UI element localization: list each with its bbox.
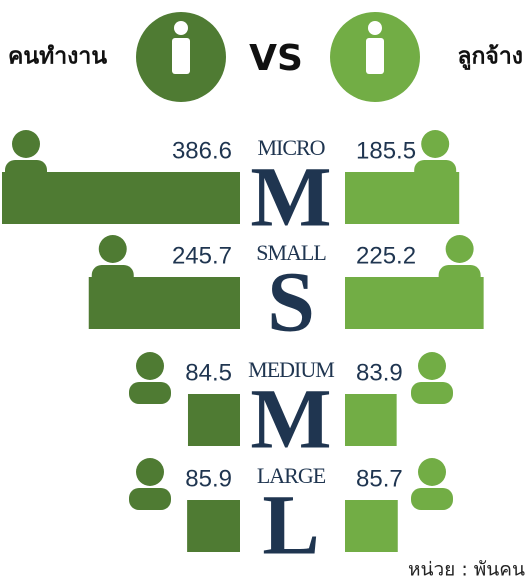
- value-label: 225.2: [356, 242, 416, 269]
- category-label: MICRO: [257, 135, 324, 160]
- category-label: LARGE: [257, 463, 326, 488]
- bar: [345, 394, 397, 446]
- person-head: [136, 458, 164, 486]
- person-head: [418, 458, 446, 486]
- person-body: [411, 382, 453, 404]
- value-label: 245.7: [172, 242, 232, 269]
- right-series-name: ลูกจ้าง: [457, 44, 523, 71]
- left-header-icon: [172, 21, 190, 74]
- vs-label: VS: [249, 38, 303, 79]
- person-body: [411, 488, 453, 510]
- person-head: [445, 235, 474, 263]
- value-label: 85.9: [185, 465, 232, 492]
- category-label: MEDIUM: [248, 357, 334, 382]
- category-label: SMALL: [256, 240, 326, 265]
- bar: [187, 394, 240, 446]
- bar: [345, 172, 460, 224]
- person-head: [12, 130, 40, 158]
- value-label: 185.5: [356, 137, 416, 164]
- bar: [88, 277, 240, 329]
- bar: [345, 277, 484, 329]
- bar: [2, 172, 240, 224]
- category-letter: M: [250, 371, 331, 467]
- person-body: [129, 382, 171, 404]
- person-head: [136, 352, 164, 380]
- category-letter: L: [262, 477, 319, 573]
- value-label: 85.7: [356, 465, 403, 492]
- unit-note: หน่วย : พันคน: [408, 559, 525, 581]
- value-label: 84.5: [185, 359, 232, 386]
- category-letter: M: [250, 149, 331, 245]
- bar: [187, 500, 240, 552]
- bar: [345, 500, 398, 552]
- person-head: [421, 130, 450, 158]
- left-series-name: คนทำงาน: [8, 44, 107, 70]
- right-header-icon: [366, 21, 384, 74]
- category-letter: S: [267, 254, 315, 350]
- person-head: [418, 352, 446, 380]
- person-body: [129, 488, 171, 510]
- person-head: [98, 235, 127, 263]
- value-label: 83.9: [356, 359, 403, 386]
- value-label: 386.6: [172, 137, 232, 164]
